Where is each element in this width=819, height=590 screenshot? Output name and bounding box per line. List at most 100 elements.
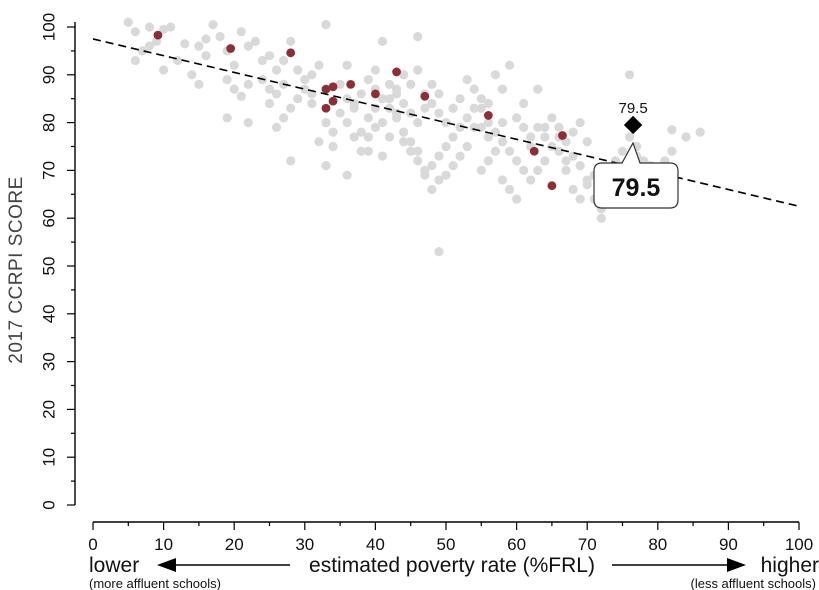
data-point [349, 103, 359, 113]
highlighted-data-point[interactable] [321, 103, 331, 113]
data-point [667, 146, 677, 156]
data-point [413, 156, 423, 166]
x-axis: 0 10 20 30 40 50 60 70 80 90 100 [88, 521, 813, 554]
data-point [547, 113, 557, 123]
highlighted-data-point[interactable] [321, 84, 331, 94]
data-point [519, 122, 529, 132]
data-point [173, 55, 183, 66]
data-point [483, 156, 493, 166]
data-point [356, 127, 366, 137]
data-point [377, 94, 388, 104]
data-point [568, 127, 578, 137]
data-point [201, 34, 211, 44]
highlighted-data-point[interactable] [226, 44, 236, 53]
data-point [695, 127, 705, 137]
data-point [399, 70, 409, 80]
highlighted-data-point[interactable] [153, 30, 163, 40]
data-point [497, 137, 508, 147]
y-tick-label: 0 [40, 500, 59, 509]
data-point [420, 165, 430, 175]
data-point [441, 118, 451, 128]
data-point [229, 84, 239, 94]
data-point [257, 55, 268, 66]
x-tick-label: 40 [366, 535, 385, 554]
x-axis-high-sublabel: (less affluent schools) [691, 576, 817, 590]
highlighted-data-point[interactable] [392, 67, 401, 77]
data-point [187, 70, 197, 80]
data-point [511, 194, 522, 204]
selected-point-callout-value: 79.5 [612, 174, 661, 202]
highlighted-data-point[interactable] [529, 146, 539, 156]
data-point [243, 79, 253, 89]
data-point [575, 194, 585, 204]
data-point [483, 118, 493, 128]
data-point [624, 70, 635, 80]
arrow-right-head-icon [727, 558, 746, 572]
data-point [561, 156, 571, 166]
data-point [540, 132, 550, 142]
data-point [490, 146, 501, 156]
data-point [201, 51, 211, 61]
highlighted-data-point[interactable] [371, 89, 380, 99]
data-point [455, 151, 465, 161]
y-tick-label: 20 [40, 400, 59, 419]
data-point [264, 84, 275, 94]
data-point [554, 122, 564, 132]
highlighted-data-point[interactable] [483, 111, 493, 120]
data-point [130, 55, 140, 66]
data-point [533, 84, 543, 94]
data-point [406, 137, 416, 147]
data-point [321, 20, 331, 30]
data-point [384, 79, 395, 89]
y-tick-label: 10 [40, 448, 59, 467]
selected-point-label: 79.5 [618, 100, 647, 117]
data-point [159, 65, 169, 75]
y-axis: 0 10 20 30 40 50 60 70 80 90 100 [40, 13, 76, 510]
data-point [377, 118, 388, 128]
y-tick-label: 50 [40, 257, 59, 276]
data-point [427, 79, 437, 89]
data-point [497, 175, 508, 185]
data-point [243, 118, 253, 128]
data-point [582, 137, 592, 147]
data-point [363, 74, 373, 85]
data-point [293, 65, 303, 75]
data-point [399, 137, 409, 147]
data-point [321, 118, 331, 128]
data-point [271, 89, 282, 99]
x-tick-label: 90 [719, 535, 738, 554]
data-point [363, 132, 373, 142]
data-point [526, 175, 536, 185]
data-point [307, 98, 317, 109]
data-point [533, 165, 543, 175]
data-point [222, 74, 232, 85]
highlighted-data-point[interactable] [420, 91, 430, 101]
highlighted-data-point[interactable] [346, 79, 356, 89]
highlighted-data-point[interactable] [547, 181, 557, 191]
highlighted-data-point[interactable] [558, 131, 567, 140]
data-point [229, 60, 239, 70]
data-point [342, 60, 352, 70]
selected-point-marker[interactable] [623, 115, 643, 135]
highlighted-data-point[interactable] [328, 96, 338, 106]
data-point [370, 122, 380, 132]
data-point [483, 132, 493, 142]
data-point [540, 122, 550, 132]
data-point [434, 151, 444, 161]
data-point [321, 161, 331, 171]
highlighted-data-point[interactable] [328, 82, 338, 92]
data-point [194, 41, 204, 51]
x-tick-label: 10 [154, 535, 173, 554]
data-point [504, 146, 515, 156]
data-point [413, 146, 423, 156]
data-point [448, 161, 458, 171]
y-tick-label: 80 [40, 113, 59, 132]
data-point [342, 170, 352, 180]
data-point [208, 20, 218, 30]
y-tick-label: 60 [40, 209, 59, 228]
data-point [356, 89, 366, 99]
highlighted-data-point[interactable] [286, 48, 296, 58]
data-point [462, 141, 472, 152]
data-point [519, 98, 529, 109]
data-point [455, 122, 465, 132]
